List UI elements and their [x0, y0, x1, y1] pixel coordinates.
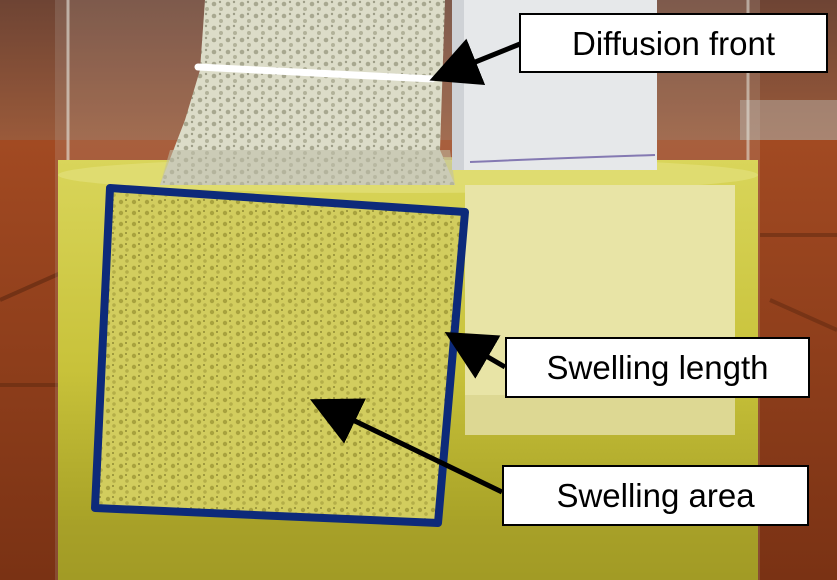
swelling-length-label: Swelling length — [505, 337, 810, 398]
diffusion-front-label: Diffusion front — [519, 13, 828, 73]
swelling-area-arrow — [309, 398, 504, 495]
diffusion-front-arrow — [429, 38, 521, 85]
swelling-area-label: Swelling area — [502, 465, 809, 526]
swelling-length-arrow — [444, 331, 507, 379]
swelling-area-outline — [91, 184, 469, 527]
diffusion-front-line — [194, 63, 436, 83]
